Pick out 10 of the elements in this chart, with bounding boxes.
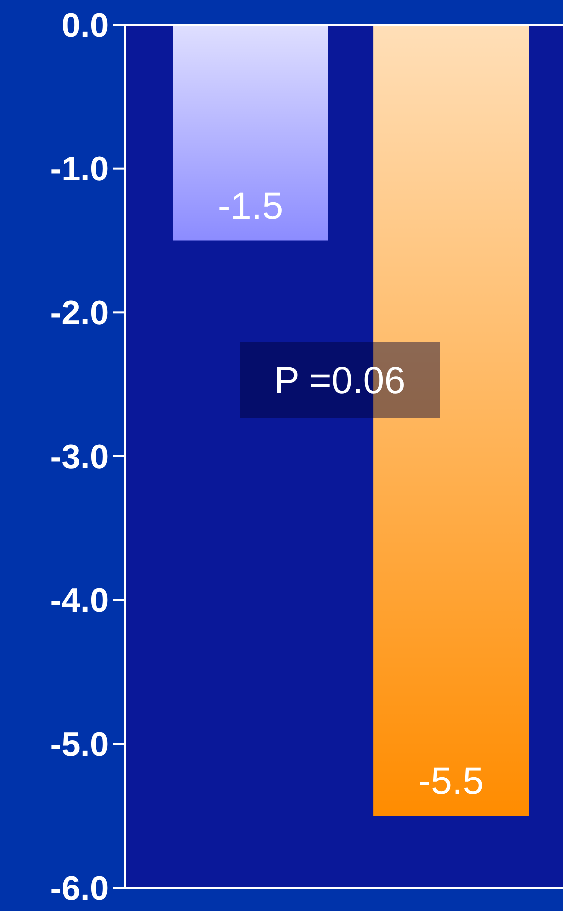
y-tick-label: -5.0 bbox=[50, 726, 109, 764]
y-tick-label: -6.0 bbox=[50, 870, 109, 908]
annotation: P =0.06 bbox=[274, 360, 406, 402]
data-label: -1.5 bbox=[218, 186, 284, 228]
y-tick-label: -1.0 bbox=[50, 150, 109, 189]
data-label: -5.5 bbox=[418, 761, 484, 804]
y-tick-label: -3.0 bbox=[50, 438, 109, 476]
y-tick-label: 0.0 bbox=[62, 6, 109, 45]
y-tick-label: -4.0 bbox=[50, 582, 109, 620]
y-tick-label: -2.0 bbox=[50, 294, 109, 333]
